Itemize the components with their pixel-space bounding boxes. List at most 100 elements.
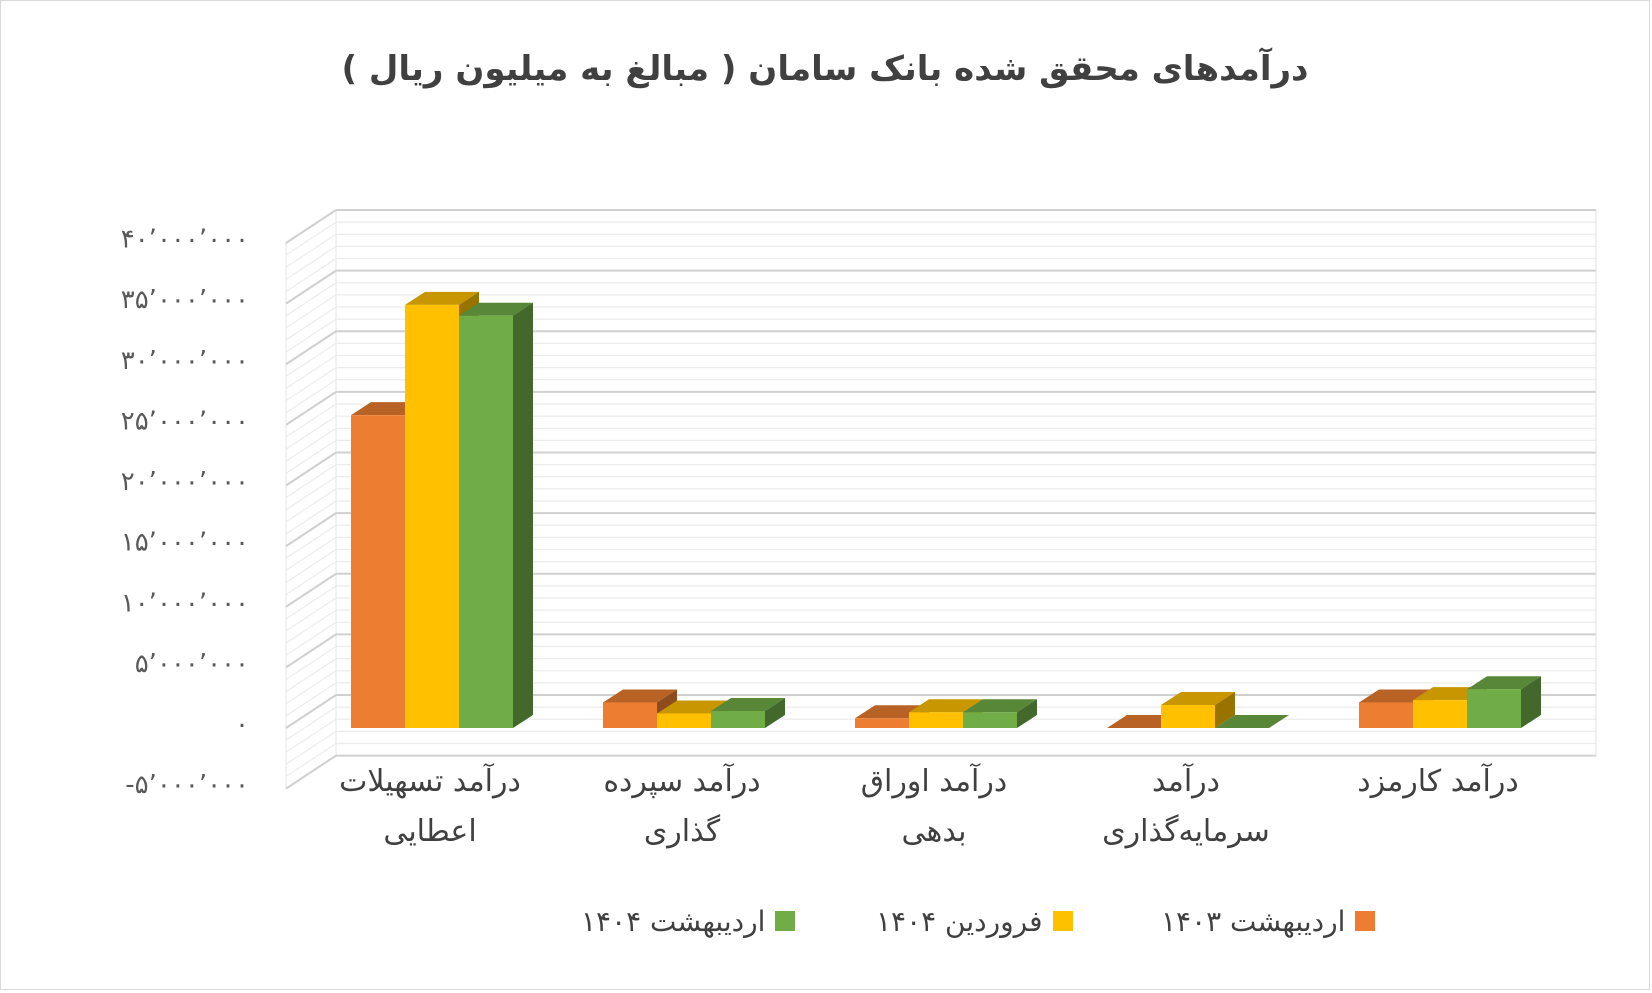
bar [1161,704,1215,728]
gridline-side [285,694,337,729]
gridline-side [285,730,337,765]
gridline-side [285,670,337,705]
bar [963,712,1017,728]
bar [351,415,405,728]
bar-side [765,698,785,728]
gridline-side [285,318,337,353]
gridline-side [285,354,337,390]
side-wall [285,209,337,790]
legend-item: اردیبهشت ۱۴۰۳ [1161,901,1376,941]
bar-top [1215,715,1289,728]
y-tick-label: ۲۰٬۰۰۰٬۰۰۰ [121,467,249,497]
gridline-side [285,524,337,559]
bar-side [1521,676,1541,728]
gridline-side [285,609,337,644]
legend-label: فروردین ۱۴۰۴ [876,904,1043,938]
gridline-side [285,233,337,268]
y-tick-label: ۵٬۰۰۰٬۰۰۰ [135,649,249,679]
gridline-side [285,718,337,753]
bar [909,712,963,728]
bar [459,315,513,728]
gridline-side [285,269,337,305]
gridline-side [285,572,337,608]
bar-side [1017,699,1037,728]
y-tick-label: ۱۰٬۰۰۰٬۰۰۰ [121,588,249,618]
bar-side [1215,691,1235,728]
y-tick-label: -۵٬۰۰۰٬۰۰۰ [125,770,249,800]
y-tick-label: ۳۰٬۰۰۰٬۰۰۰ [121,346,249,376]
legend-item: فروردین ۱۴۰۴ [876,901,1073,941]
gridline-side [285,427,337,462]
gridline-side [285,367,337,402]
gridline-side [285,488,337,523]
x-category-label: درآمد تسهیلات اعطایی [339,763,521,849]
gridline-side [285,754,337,790]
legend-swatch [775,911,796,931]
gridline-side [285,451,337,487]
gridline-side [285,282,337,317]
legend-swatch [1355,911,1376,931]
bar [1413,700,1467,728]
gridline-side [285,257,337,293]
bar [711,711,765,728]
y-tick-label: ۲۵٬۰۰۰٬۰۰۰ [121,406,249,436]
gridline-side [285,379,337,414]
gridline-side [285,597,337,632]
legend: اردیبهشت ۱۴۰۳ فروردین ۱۴۰۴ اردیبهشت ۱۴۰۴ [1,901,1652,951]
gridline-side [285,330,337,366]
gridline-side [285,245,337,280]
legend-item: اردیبهشت ۱۴۰۴ [581,901,796,941]
gridline-side [285,209,337,244]
gridline-side [285,706,337,741]
bar [405,304,459,728]
gridline-side [285,415,337,450]
gridline-side [285,561,337,596]
gridline-side [285,221,337,256]
chart-title: درآمدهای محقق شده بانک سامان ( مبالغ به … [341,49,1309,89]
bar [1359,702,1413,728]
bar [1467,689,1521,728]
x-category-label: درآمد اوراق بدهی [861,763,1007,849]
gridline-side [285,585,337,620]
x-category-label: درآمد سرمایه‌گذاری [1102,763,1270,849]
bar-top [711,698,785,712]
y-tick-label: ۱۵٬۰۰۰٬۰۰۰ [121,528,249,558]
gridline-side [285,536,337,571]
gridline-side [285,621,337,656]
x-category-label: درآمد سپرده گذاری [603,763,760,849]
legend-swatch [1052,911,1073,931]
bar [603,702,657,728]
bar-top [1467,676,1541,690]
gridline-side [285,476,337,511]
y-tick-label: ۳۵٬۰۰۰٬۰۰۰ [121,285,249,315]
gridline-side [285,342,337,377]
x-category-label: درآمد کارمزد [1357,763,1518,799]
gridline-side [285,391,337,426]
y-tick-label: ۴۰٬۰۰۰٬۰۰۰ [121,225,249,255]
bar-side [513,302,533,728]
gridline-side [285,682,337,717]
legend-label: اردیبهشت ۱۴۰۳ [1161,904,1346,938]
bar [657,713,711,728]
gridline-side [285,500,337,535]
gridline-side [285,633,337,669]
y-tick-label: ۰ [235,710,249,740]
bar-top [909,699,983,713]
gridline-side [285,645,337,681]
bar-top [963,699,1037,713]
bar-top [603,689,677,703]
bar-top [1161,691,1235,705]
bar-top [405,291,479,305]
gridline-side [285,464,337,499]
gridline-side [285,439,337,474]
gridline-side [285,548,337,584]
gridline-side [285,658,337,693]
bar [855,718,909,728]
gridline-side [285,742,337,778]
gridline-side [285,403,337,438]
gridline-side [285,512,337,547]
bar-top [459,302,533,316]
gridline-side [285,294,337,329]
